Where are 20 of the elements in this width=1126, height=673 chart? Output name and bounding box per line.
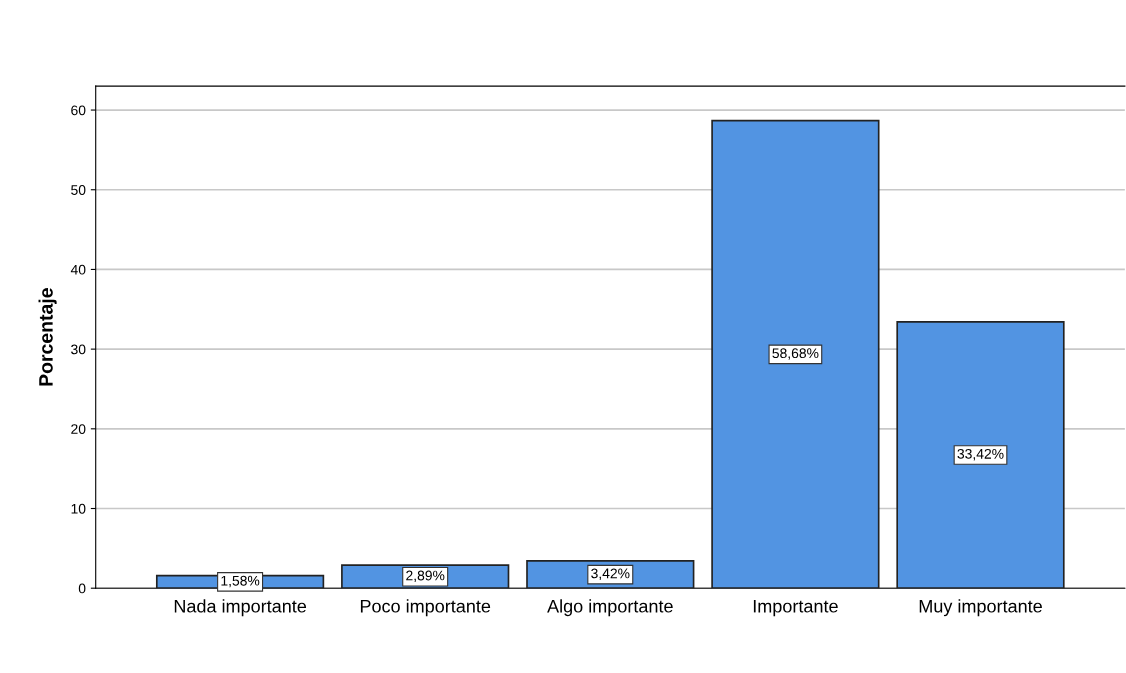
bar <box>896 321 1065 589</box>
y-tick-label: 50 <box>71 185 86 195</box>
x-tick-label: Algo importante <box>547 599 673 617</box>
y-tick-label: 20 <box>71 424 86 434</box>
data-label: 2,89% <box>406 570 445 583</box>
y-axis-title: Porcentaje <box>38 288 57 386</box>
data-label: 3,42% <box>591 568 630 580</box>
x-tick-label: Muy importante <box>919 599 1042 617</box>
y-tick-label: 60 <box>71 105 86 116</box>
x-tick-label: Nada importante <box>174 599 307 617</box>
bar <box>711 119 880 589</box>
y-tick-label: 30 <box>71 344 86 355</box>
data-label: 1,58% <box>221 575 260 588</box>
y-tick-label: 10 <box>71 503 86 514</box>
y-tick-label: 40 <box>70 264 86 275</box>
x-tick-label: Poco importante <box>360 599 491 617</box>
x-tick-label: Importante <box>753 599 838 617</box>
data-label: 33,42% <box>957 448 1004 461</box>
data-label: 58,68% <box>772 348 819 360</box>
y-tick-label: 0 <box>78 583 86 594</box>
